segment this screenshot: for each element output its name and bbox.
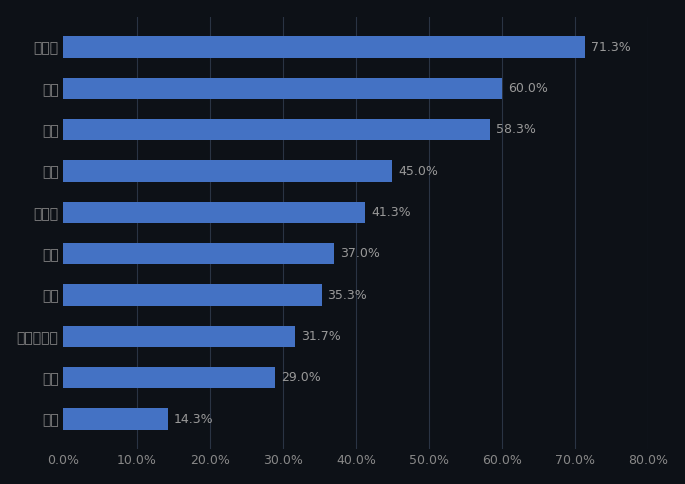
Text: 41.3%: 41.3%: [371, 206, 411, 219]
Bar: [64, 202, 365, 223]
Bar: [64, 36, 585, 58]
Bar: [64, 119, 490, 140]
Text: 37.0%: 37.0%: [340, 247, 379, 260]
Text: 35.3%: 35.3%: [327, 288, 367, 302]
Text: 60.0%: 60.0%: [508, 82, 548, 95]
Text: 45.0%: 45.0%: [398, 165, 438, 178]
Bar: [64, 367, 275, 389]
Text: 71.3%: 71.3%: [590, 41, 630, 54]
Bar: [64, 160, 393, 182]
Bar: [64, 326, 295, 347]
Bar: [64, 408, 168, 430]
Text: 14.3%: 14.3%: [174, 412, 214, 425]
Text: 29.0%: 29.0%: [282, 371, 321, 384]
Text: 58.3%: 58.3%: [495, 123, 536, 136]
Text: 31.7%: 31.7%: [301, 330, 340, 343]
Bar: [64, 243, 334, 264]
Bar: [64, 284, 321, 306]
Bar: [64, 77, 502, 99]
